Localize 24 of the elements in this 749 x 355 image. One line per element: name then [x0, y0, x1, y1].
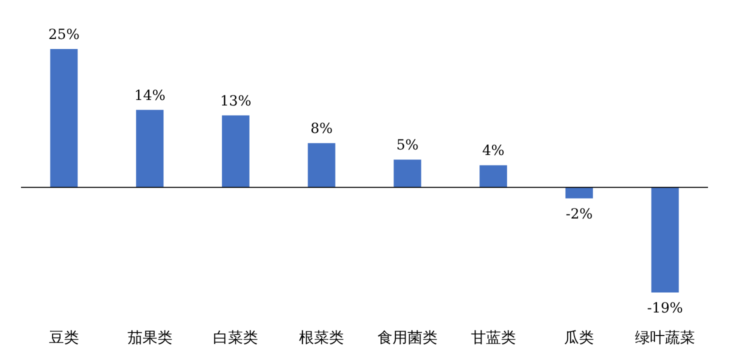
data-label: 5% [396, 138, 419, 154]
x-tick-label: 根菜类 [299, 328, 344, 346]
bar [308, 143, 336, 188]
bar [480, 165, 508, 188]
data-label: 14% [134, 88, 166, 104]
x-tick-label: 甘蓝类 [470, 328, 516, 346]
data-label: 8% [310, 121, 333, 138]
x-tick-label: 茄果类 [127, 328, 172, 346]
x-tick-label: 食用菌类 [377, 328, 438, 346]
data-label: 25% [48, 27, 80, 43]
x-tick-label: 绿叶蔬菜 [635, 328, 696, 346]
data-label: 13% [220, 93, 252, 110]
bar [136, 110, 164, 188]
x-tick-label: 豆类 [48, 328, 79, 346]
bar [565, 187, 593, 198]
bar [394, 160, 422, 188]
bar [222, 115, 250, 188]
bar [651, 187, 679, 292]
x-tick-label: 瓜类 [564, 328, 594, 346]
x-tick-label: 白菜类 [213, 328, 258, 346]
bar [50, 49, 78, 188]
data-label: -2% [566, 206, 593, 222]
data-label: -19% [647, 300, 683, 316]
data-label: 4% [482, 143, 504, 160]
